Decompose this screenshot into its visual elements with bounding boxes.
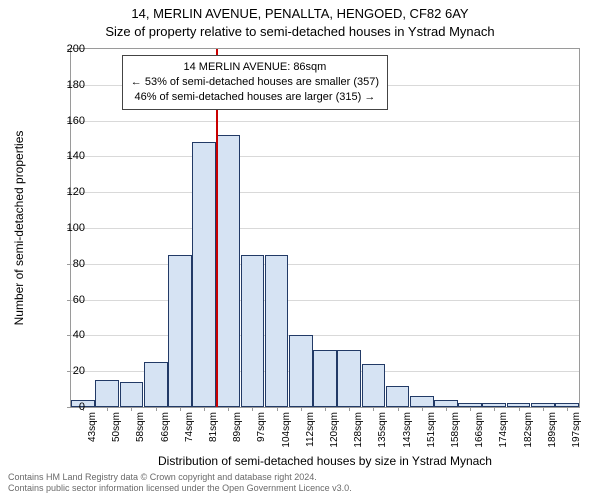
x-tick-label: 50sqm [111, 412, 122, 462]
x-tick-mark [180, 407, 181, 411]
x-tick-mark [422, 407, 423, 411]
x-tick-label: 43sqm [87, 412, 98, 462]
x-tick-label: 74sqm [184, 412, 195, 462]
gridline [71, 121, 579, 122]
x-tick-mark [301, 407, 302, 411]
x-tick-mark [131, 407, 132, 411]
x-tick-mark [156, 407, 157, 411]
x-tick-label: 89sqm [232, 412, 243, 462]
x-tick-label: 58sqm [135, 412, 146, 462]
x-tick-label: 112sqm [305, 412, 316, 462]
y-tick-label: 180 [35, 79, 85, 91]
histogram-bar [337, 350, 361, 407]
x-tick-mark [567, 407, 568, 411]
footer-line2: Contains public sector information licen… [8, 483, 352, 494]
x-tick-label: 166sqm [474, 412, 485, 462]
x-tick-mark [204, 407, 205, 411]
annotation-line2: ← 53% of semi-detached houses are smalle… [131, 75, 379, 90]
histogram-bar [144, 362, 168, 407]
y-tick-label: 140 [35, 150, 85, 162]
histogram-bar [95, 380, 119, 407]
histogram-bar [362, 364, 386, 407]
x-tick-label: 151sqm [426, 412, 437, 462]
x-tick-label: 143sqm [402, 412, 413, 462]
gridline [71, 156, 579, 157]
y-tick-label: 80 [35, 258, 85, 270]
histogram-bar [216, 135, 240, 407]
annotation-box: 14 MERLIN AVENUE: 86sqm ← 53% of semi-de… [122, 55, 388, 110]
gridline [71, 264, 579, 265]
x-tick-label: 174sqm [498, 412, 509, 462]
x-tick-mark [446, 407, 447, 411]
x-tick-label: 135sqm [377, 412, 388, 462]
chart-title-line2: Size of property relative to semi-detach… [0, 24, 600, 39]
x-tick-mark [325, 407, 326, 411]
x-tick-label: 120sqm [329, 412, 340, 462]
x-tick-mark [252, 407, 253, 411]
y-tick-label: 60 [35, 294, 85, 306]
x-tick-label: 182sqm [523, 412, 534, 462]
x-tick-mark [228, 407, 229, 411]
histogram-bar [241, 255, 265, 407]
gridline [71, 192, 579, 193]
histogram-bar [386, 386, 410, 407]
gridline [71, 228, 579, 229]
y-tick-label: 0 [35, 401, 85, 413]
plot-area: 14 MERLIN AVENUE: 86sqm ← 53% of semi-de… [70, 48, 580, 408]
x-tick-label: 128sqm [353, 412, 364, 462]
histogram-bar [265, 255, 289, 407]
gridline [71, 300, 579, 301]
x-tick-label: 189sqm [547, 412, 558, 462]
x-tick-mark [373, 407, 374, 411]
x-tick-mark [470, 407, 471, 411]
x-tick-label: 158sqm [450, 412, 461, 462]
histogram-bar [120, 382, 144, 407]
y-axis-label: Number of semi-detached properties [12, 33, 26, 228]
y-tick-label: 40 [35, 329, 85, 341]
x-tick-label: 66sqm [160, 412, 171, 462]
x-tick-label: 97sqm [256, 412, 267, 462]
gridline [71, 335, 579, 336]
histogram-bar [289, 335, 313, 407]
annotation-line1: 14 MERLIN AVENUE: 86sqm [131, 60, 379, 75]
y-tick-label: 100 [35, 222, 85, 234]
footer-line1: Contains HM Land Registry data © Crown c… [8, 472, 352, 483]
chart-container: 14, MERLIN AVENUE, PENALLTA, HENGOED, CF… [0, 0, 600, 500]
y-tick-label: 200 [35, 43, 85, 55]
x-tick-mark [107, 407, 108, 411]
histogram-bar [168, 255, 192, 407]
x-tick-label: 81sqm [208, 412, 219, 462]
x-tick-label: 197sqm [571, 412, 582, 462]
x-tick-mark [349, 407, 350, 411]
y-tick-label: 120 [35, 186, 85, 198]
x-tick-mark [543, 407, 544, 411]
x-tick-label: 104sqm [281, 412, 292, 462]
histogram-bar [192, 142, 216, 407]
x-tick-mark [398, 407, 399, 411]
x-tick-mark [277, 407, 278, 411]
histogram-bar [434, 400, 458, 407]
footer-attribution: Contains HM Land Registry data © Crown c… [8, 472, 352, 494]
chart-title-line1: 14, MERLIN AVENUE, PENALLTA, HENGOED, CF… [0, 6, 600, 21]
y-tick-label: 160 [35, 115, 85, 127]
x-tick-mark [519, 407, 520, 411]
histogram-bar [313, 350, 337, 407]
histogram-bar [410, 396, 434, 407]
x-tick-mark [494, 407, 495, 411]
annotation-line3: 46% of semi-detached houses are larger (… [131, 90, 379, 105]
y-tick-label: 20 [35, 365, 85, 377]
